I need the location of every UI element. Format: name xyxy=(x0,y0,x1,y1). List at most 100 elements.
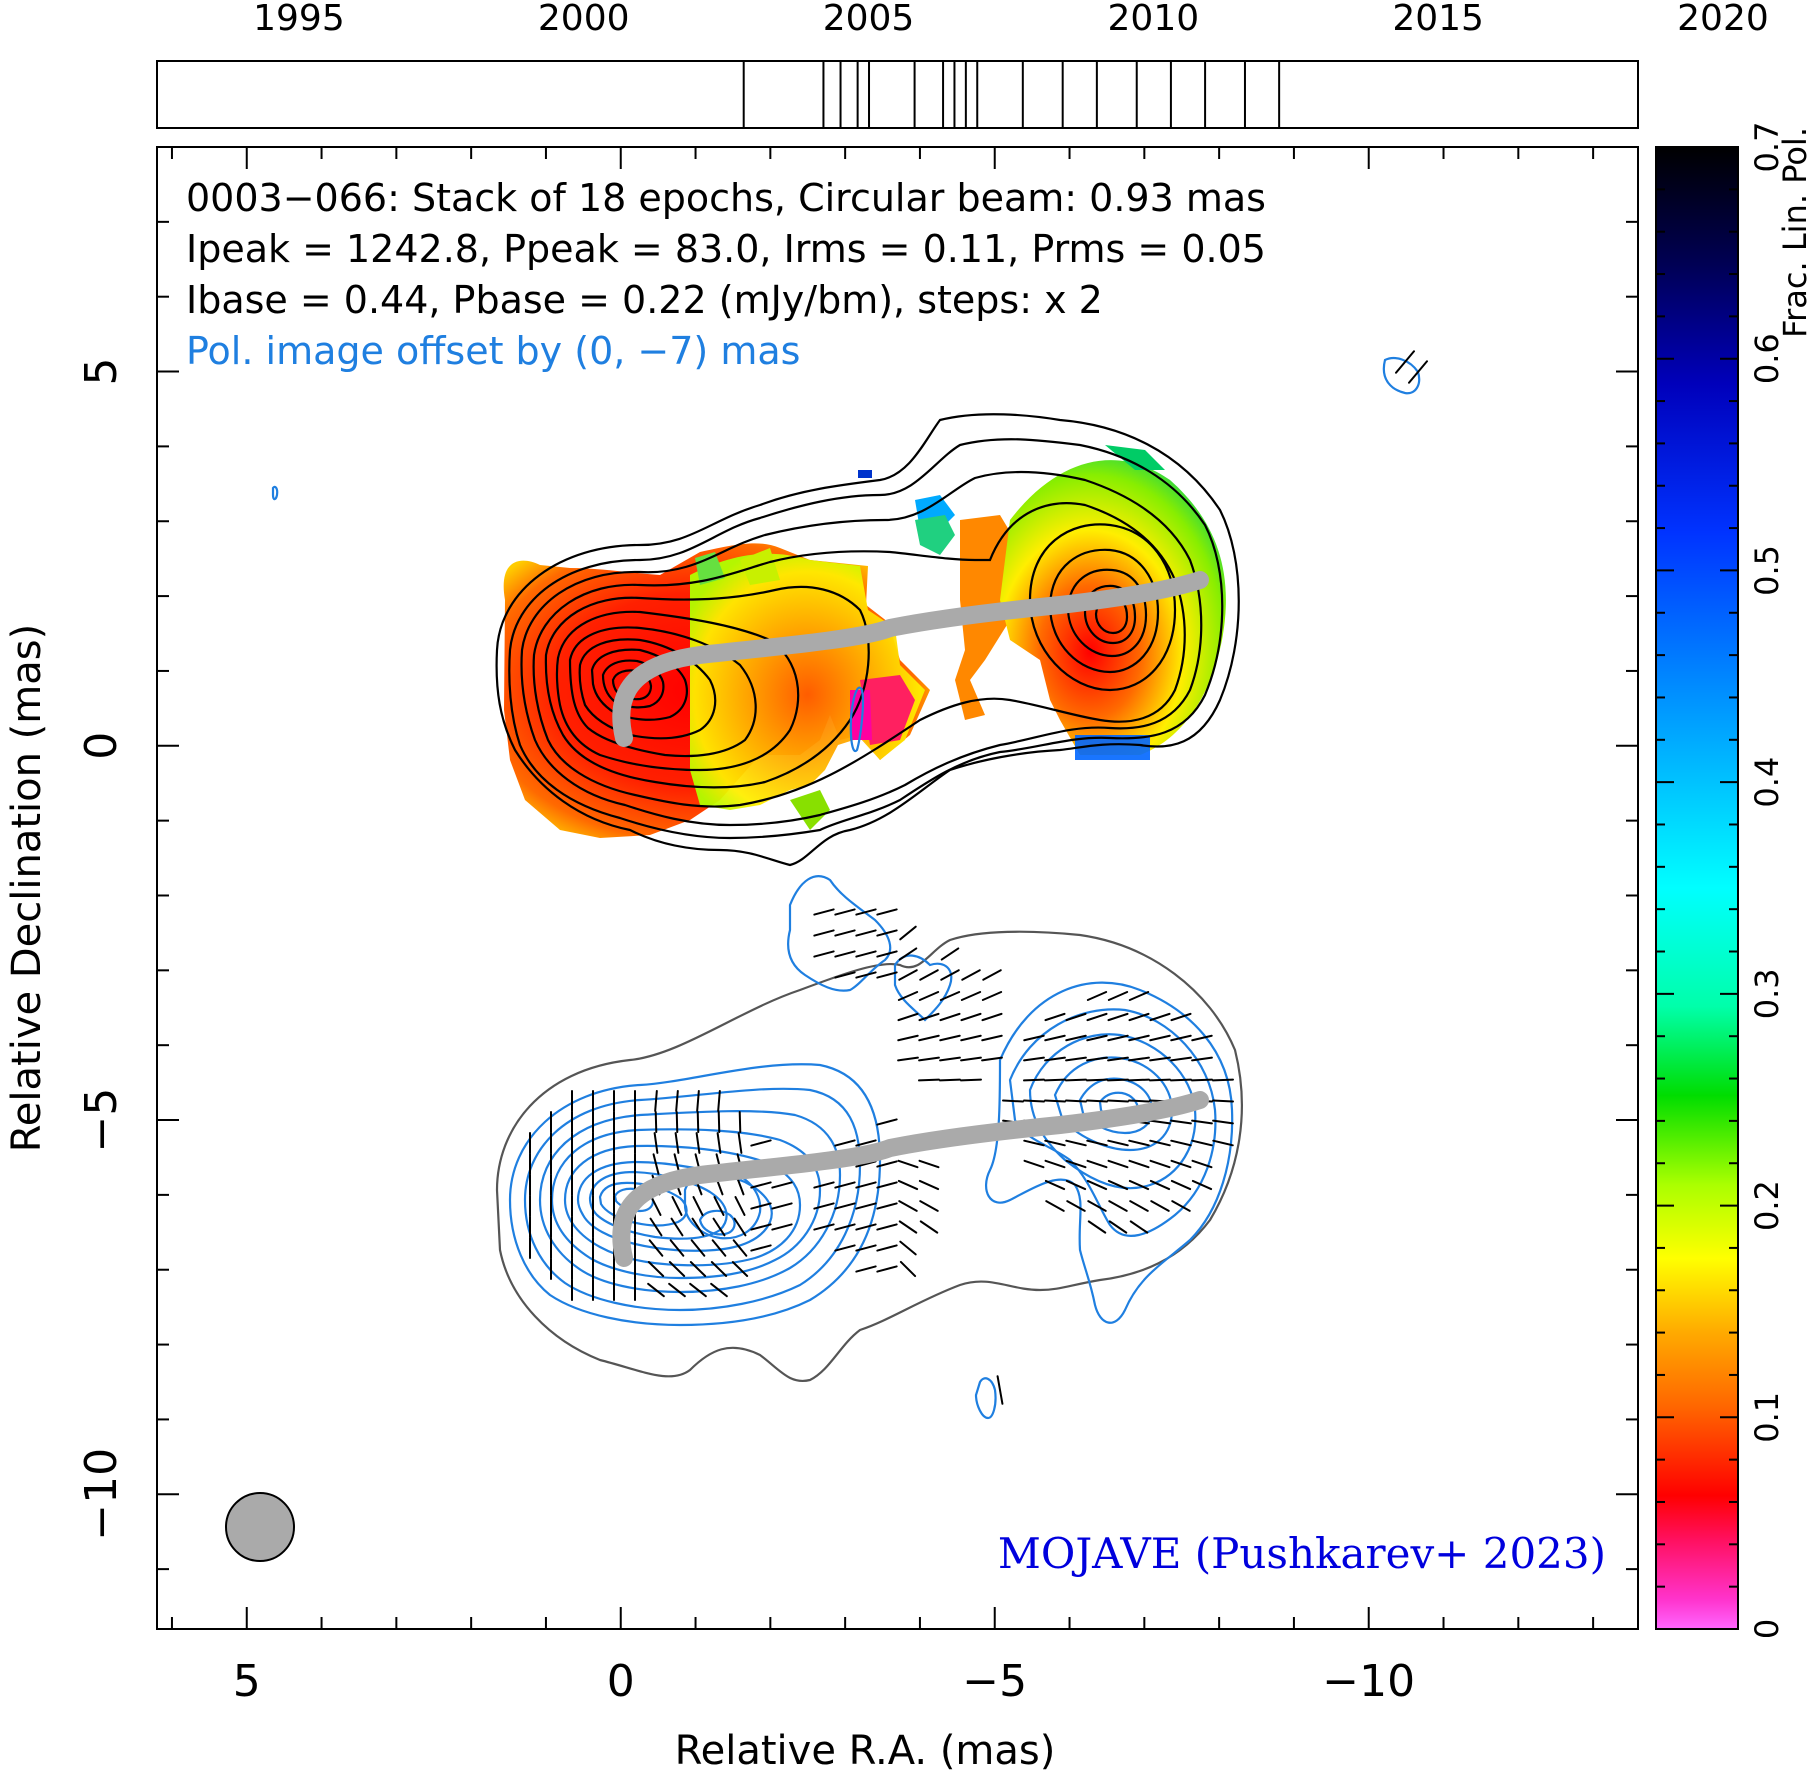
evpa-tick xyxy=(855,1265,877,1273)
evpa-tick xyxy=(1170,1056,1192,1062)
evpa-tick xyxy=(1170,1159,1192,1169)
evpa-tick xyxy=(731,1261,749,1277)
evpa-tick xyxy=(813,950,835,958)
jet-ridge-line-polarization xyxy=(612,1091,1209,1267)
timeline-year-label: 2005 xyxy=(823,0,915,39)
evpa-tick xyxy=(918,1179,940,1191)
colorbar-tick-label: 0.4 xyxy=(1748,757,1786,808)
evpa-tick xyxy=(876,908,898,916)
evpa-tick xyxy=(939,991,961,1001)
credit-label: MOJAVE (Pushkarev+ 2023) xyxy=(998,1529,1606,1578)
evpa-tick xyxy=(981,1056,1003,1062)
evpa-tick xyxy=(1149,1179,1171,1191)
evpa-tick xyxy=(897,1012,919,1022)
timeline-year-label: 1995 xyxy=(253,0,345,39)
evpa-tick xyxy=(834,971,856,979)
evpa-tick xyxy=(899,925,917,941)
evpa-tick xyxy=(1149,1078,1171,1082)
evpa-tick xyxy=(1128,1078,1150,1082)
evpa-tick xyxy=(939,1078,961,1082)
evpa-tick xyxy=(1107,1056,1129,1062)
evpa-tick xyxy=(734,1196,746,1216)
evpa-tick xyxy=(653,1132,659,1154)
y-tick-label: −10 xyxy=(76,1448,127,1541)
evpa-tick xyxy=(1170,1179,1192,1191)
evpa-tick xyxy=(675,1090,679,1112)
evpa-tick xyxy=(1023,1139,1045,1147)
evpa-tick xyxy=(918,1159,940,1169)
evpa-tick xyxy=(1170,1139,1192,1147)
evpa-tick xyxy=(813,908,835,916)
evpa-tick xyxy=(1395,350,1415,374)
evpa-tick xyxy=(855,929,877,937)
polarized-intensity-contours xyxy=(271,356,1421,1420)
evpa-tick xyxy=(712,1217,726,1237)
evpa-tick xyxy=(1044,1179,1066,1191)
evpa-tick xyxy=(1045,1200,1065,1212)
evpa-tick xyxy=(695,1132,701,1154)
x-tick-label: −10 xyxy=(1322,1656,1415,1707)
evpa-tick xyxy=(717,1090,721,1112)
evpa-tick xyxy=(1149,1034,1171,1042)
evpa-tick xyxy=(961,969,981,981)
evpa-tick xyxy=(691,1217,705,1237)
evpa-tick xyxy=(834,1139,856,1147)
evpa-tick xyxy=(674,1132,680,1154)
evpa-tick xyxy=(1065,1078,1087,1082)
evpa-tick xyxy=(1002,1099,1024,1103)
evpa-tick xyxy=(1107,991,1129,1001)
colorbar: 0 0.1 0.2 0.3 0.4 0.5 0.6 0.7 Frac. Lin. Pol. xyxy=(1655,122,1814,1639)
evpa-tick xyxy=(1044,1012,1066,1022)
evpa-tick xyxy=(1044,1159,1066,1169)
evpa-tick xyxy=(696,1111,700,1133)
colorbar-tick-label: 0.1 xyxy=(1748,1392,1786,1443)
evpa-tick xyxy=(876,1160,898,1168)
evpa-tick xyxy=(716,1132,722,1154)
evpa-tick xyxy=(1129,1200,1149,1212)
evpa-tick xyxy=(690,1239,706,1257)
evpa-tick xyxy=(898,947,918,961)
axis-ticks xyxy=(157,147,1638,1629)
evpa-tick xyxy=(876,929,898,937)
evpa-tick xyxy=(855,1244,877,1252)
evpa-tick xyxy=(834,1244,856,1252)
evpa-tick xyxy=(981,991,1003,1001)
evpa-tick xyxy=(654,1090,658,1112)
evpa-tick xyxy=(899,1240,917,1256)
evpa-tick xyxy=(1086,1179,1108,1191)
evpa-tick xyxy=(1128,1056,1150,1062)
x-axis-title: Relative R.A. (mas) xyxy=(675,1728,1056,1774)
offset-note: Pol. image offset by (0, −7) mas xyxy=(186,329,800,373)
evpa-tick xyxy=(670,1217,684,1237)
evpa-tick xyxy=(771,1181,793,1189)
beam-ellipse xyxy=(225,1492,295,1562)
evpa-tick xyxy=(1212,1078,1234,1082)
evpa-tick xyxy=(1149,1119,1171,1125)
evpa-tick xyxy=(1044,1099,1066,1103)
evpa-tick xyxy=(834,929,856,937)
evpa-tick xyxy=(696,1090,700,1112)
evpa-tick xyxy=(855,1223,877,1231)
evpa-tick xyxy=(981,1034,1003,1042)
evpa-tick xyxy=(897,1034,919,1042)
evpa-tick xyxy=(1128,991,1150,1001)
jet-ridge-line-intensity xyxy=(612,571,1209,747)
evpa-tick xyxy=(1023,1056,1045,1062)
evpa-tick xyxy=(1128,1034,1150,1042)
evpa-tick xyxy=(876,1202,898,1210)
plot-frame xyxy=(156,146,1639,1630)
evpa-tick xyxy=(675,1111,679,1133)
evpa-tick xyxy=(1170,1034,1192,1042)
evpa-tick xyxy=(960,1012,982,1022)
evpa-tick xyxy=(898,1220,918,1234)
evpa-tick xyxy=(919,1220,939,1234)
info-line-3: Ibase = 0.44, Pbase = 0.22 (mJy/bm), ste… xyxy=(186,278,1103,322)
timeline-year-label: 2000 xyxy=(538,0,630,39)
evpa-tick xyxy=(1044,1078,1066,1082)
evpa-tick xyxy=(919,1200,939,1212)
evpa-tick xyxy=(855,1181,877,1189)
evpa-tick xyxy=(1107,1034,1129,1042)
colorbar-label: Frac. Lin. Pol. xyxy=(1776,127,1814,338)
evpa-tick xyxy=(1023,1099,1045,1103)
evpa-tick xyxy=(918,991,940,1001)
